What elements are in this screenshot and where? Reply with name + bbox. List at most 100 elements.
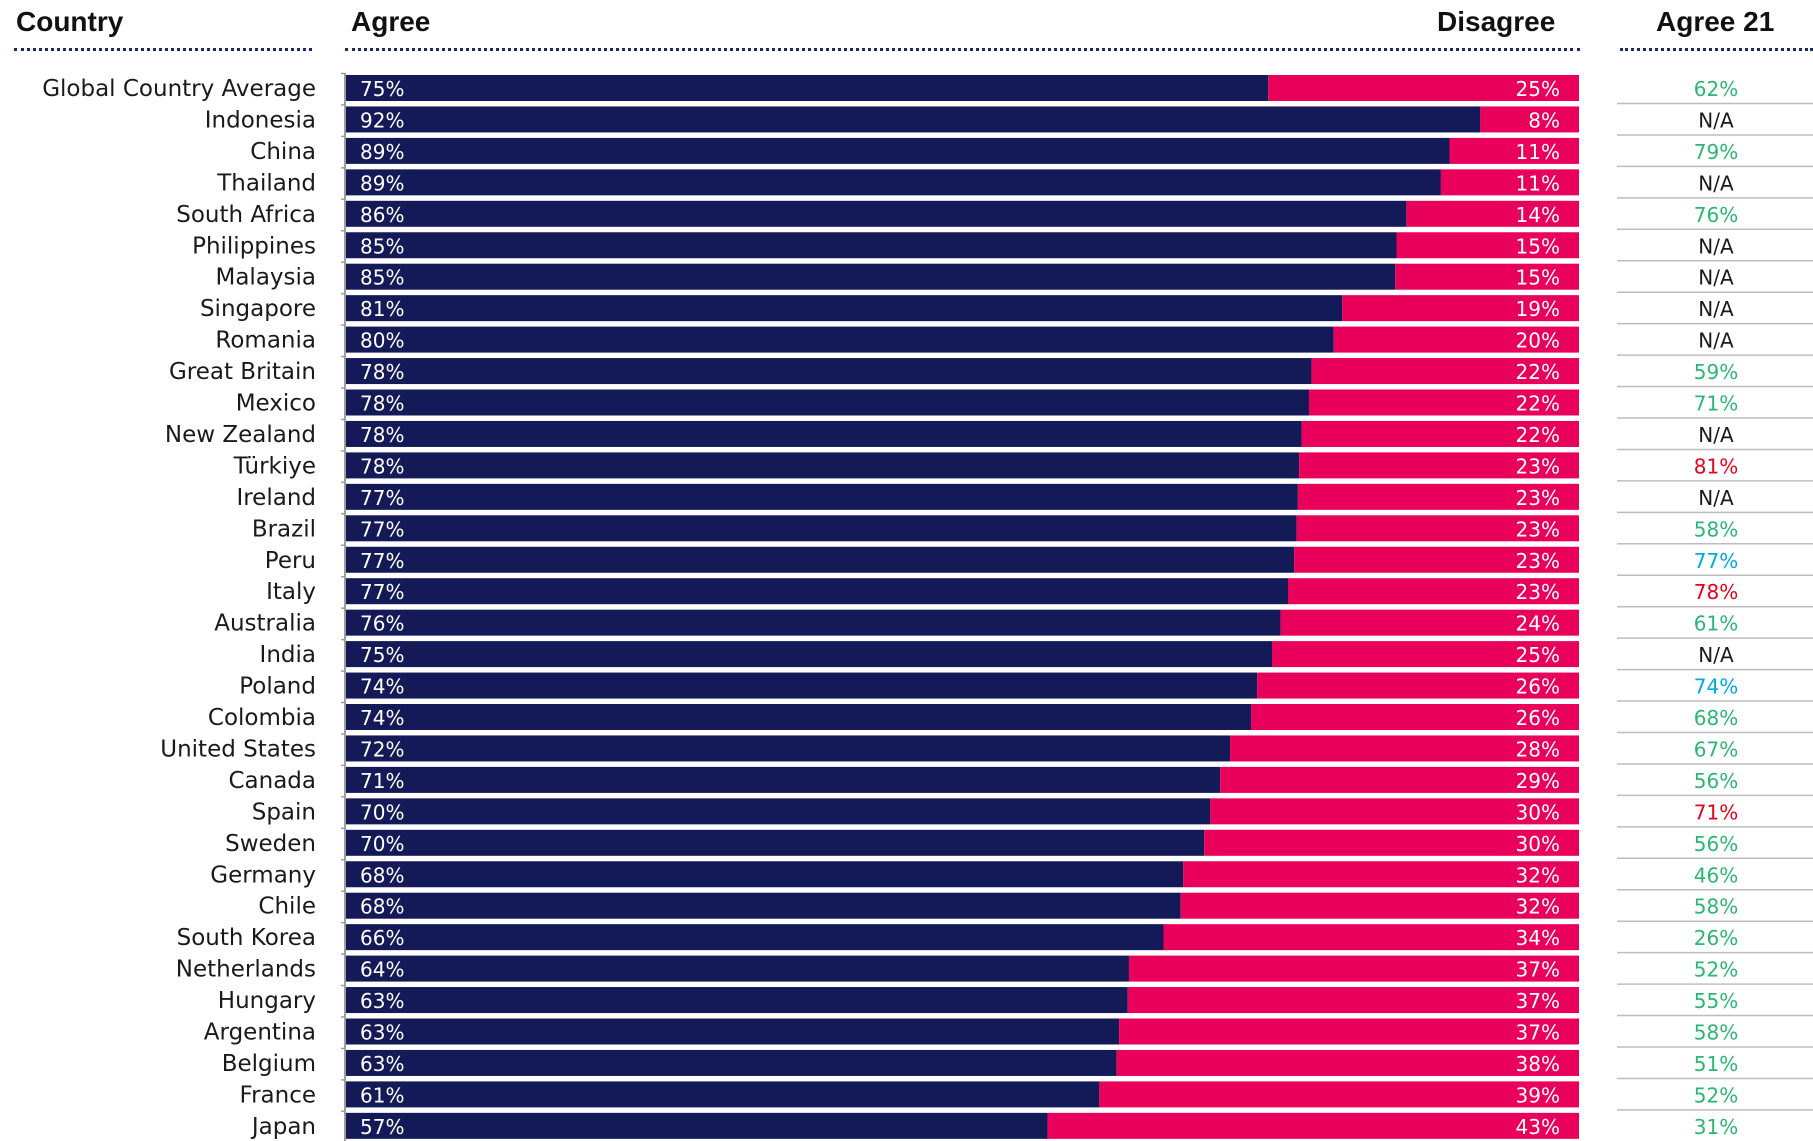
agree-bar	[346, 137, 1450, 164]
disagree-bar	[1396, 232, 1579, 259]
agree21-value: N/A	[1698, 423, 1734, 447]
agree-value-label: 61%	[360, 1083, 404, 1107]
disagree-bar	[1299, 452, 1579, 479]
agree-bar	[346, 798, 1211, 825]
agree-bar	[346, 200, 1407, 227]
agree-value-label: 77%	[360, 517, 404, 541]
agree21-value: 61%	[1694, 612, 1738, 636]
agree-value-label: 63%	[360, 1052, 404, 1076]
disagree-value-label: 34%	[1516, 926, 1560, 950]
agree21-value: 59%	[1694, 360, 1738, 384]
agree21-value: 62%	[1694, 77, 1738, 101]
agree21-value: 68%	[1694, 706, 1738, 730]
disagree-value-label: 37%	[1516, 989, 1560, 1013]
disagree-value-label: 11%	[1516, 171, 1560, 195]
disagree-bar	[1257, 672, 1579, 699]
agree21-value: 81%	[1694, 454, 1738, 478]
disagree-value-label: 15%	[1516, 234, 1560, 258]
agree-value-label: 68%	[360, 863, 404, 887]
agree-header: Agree	[351, 6, 431, 37]
agree21-value: N/A	[1698, 171, 1734, 195]
agree-value-label: 68%	[360, 895, 404, 919]
agree-value-label: 66%	[360, 926, 404, 950]
disagree-bar	[1288, 578, 1579, 605]
disagree-value-label: 11%	[1516, 140, 1560, 164]
country-header-underline	[14, 48, 312, 51]
disagree-value-label: 37%	[1516, 1021, 1560, 1045]
agree-bar	[346, 75, 1269, 101]
country-label: Chile	[258, 894, 316, 920]
disagree-bar	[1047, 1112, 1579, 1139]
agree21-value: 26%	[1694, 926, 1738, 950]
agree-value-label: 77%	[360, 486, 404, 510]
agree-value-label: 78%	[360, 392, 404, 416]
country-label: Poland	[239, 674, 316, 700]
disagree-value-label: 8%	[1528, 108, 1560, 132]
agree21-value: 52%	[1694, 958, 1738, 982]
country-label: Romania	[215, 328, 316, 354]
agree-bar	[346, 515, 1297, 542]
disagree-bar	[1449, 137, 1579, 164]
agree-bar	[346, 924, 1164, 951]
country-label: Sweden	[225, 831, 316, 857]
agree21-value: 55%	[1694, 989, 1738, 1013]
agree21-value: 31%	[1694, 1115, 1738, 1139]
agree-bar	[346, 326, 1334, 353]
agree-value-label: 63%	[360, 989, 404, 1013]
agree21-value: 58%	[1694, 517, 1738, 541]
country-label: Spain	[252, 799, 316, 825]
agree-value-label: 85%	[360, 234, 404, 258]
agree-bar	[346, 452, 1300, 479]
agree-value-label: 63%	[360, 1021, 404, 1045]
agree-bar	[346, 358, 1312, 385]
agree-value-label: 78%	[360, 454, 404, 478]
agree-bar	[346, 578, 1289, 605]
disagree-value-label: 28%	[1516, 737, 1560, 761]
country-label: Global Country Average	[42, 76, 316, 102]
disagree-bar	[1116, 1049, 1579, 1076]
agree-value-label: 78%	[360, 423, 404, 447]
agree21-value: 52%	[1694, 1083, 1738, 1107]
disagree-bar	[1128, 955, 1579, 982]
country-label: Canada	[228, 768, 316, 794]
country-label: France	[240, 1082, 316, 1108]
disagree-value-label: 23%	[1516, 580, 1560, 604]
disagree-value-label: 30%	[1516, 832, 1560, 856]
agree-bar	[346, 1081, 1100, 1108]
disagree-value-label: 24%	[1516, 612, 1560, 636]
agree-value-label: 86%	[360, 203, 404, 227]
disagree-value-label: 43%	[1516, 1115, 1560, 1139]
agree-bar	[346, 609, 1281, 636]
agree-value-label: 74%	[360, 706, 404, 730]
country-label: Argentina	[204, 1020, 316, 1046]
agree21-value: N/A	[1698, 329, 1734, 353]
disagree-value-label: 32%	[1516, 863, 1560, 887]
country-label: Great Britain	[169, 359, 316, 385]
agree-value-label: 77%	[360, 580, 404, 604]
disagree-bar	[1127, 987, 1579, 1014]
country-label: Mexico	[236, 391, 316, 417]
disagree-header: Disagree	[1437, 6, 1556, 37]
agree-bar	[346, 232, 1397, 259]
agree-bar	[346, 672, 1258, 699]
country-label: Philippines	[192, 233, 316, 259]
agree-bar	[346, 1049, 1117, 1076]
agree21-value: N/A	[1698, 643, 1734, 667]
agree-bar	[346, 829, 1205, 856]
agree-value-label: 70%	[360, 800, 404, 824]
disagree-bar	[1440, 169, 1579, 196]
agree21-value: 77%	[1694, 549, 1738, 573]
agree-bar	[346, 546, 1295, 573]
disagree-bar	[1301, 420, 1579, 447]
agree-value-label: 89%	[360, 140, 404, 164]
agree-bar	[346, 420, 1302, 447]
disagree-value-label: 15%	[1516, 266, 1560, 290]
agree-bar	[346, 955, 1129, 982]
country-label: South Africa	[176, 202, 316, 228]
agree21-value: 51%	[1694, 1052, 1738, 1076]
agree21-value: 56%	[1694, 769, 1738, 793]
agree-bar	[346, 861, 1184, 888]
disagree-bar	[1210, 798, 1579, 825]
agree-value-label: 75%	[360, 643, 404, 667]
country-label: Belgium	[222, 1051, 316, 1077]
